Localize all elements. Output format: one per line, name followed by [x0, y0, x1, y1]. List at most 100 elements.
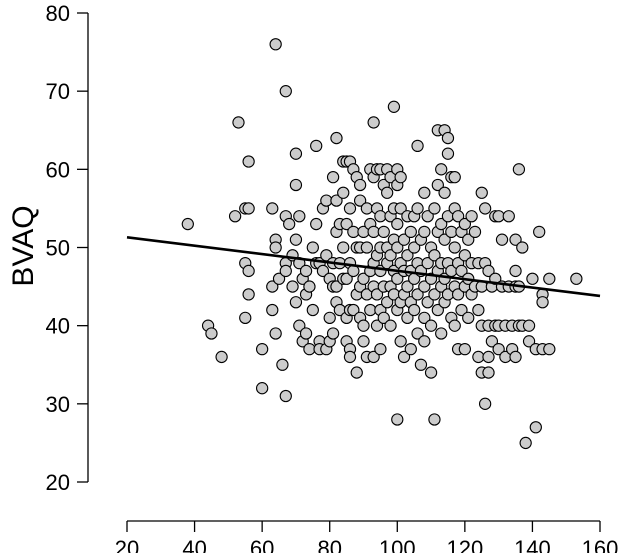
x-tick-label: 80	[317, 536, 341, 553]
data-point	[181, 217, 194, 231]
data-point	[232, 116, 245, 129]
data-point	[408, 241, 421, 254]
data-point	[543, 342, 556, 356]
data-point	[337, 186, 350, 199]
data-point	[266, 202, 279, 215]
x-tick-label: 20	[115, 536, 139, 553]
data-point	[451, 210, 465, 223]
data-point	[215, 350, 228, 364]
data-point	[330, 194, 343, 207]
data-point	[438, 186, 451, 199]
data-point	[519, 436, 532, 450]
y-axis-label: BVAQ	[7, 205, 40, 286]
data-point	[330, 280, 343, 293]
data-point	[370, 319, 384, 332]
data-point	[404, 225, 417, 239]
data-point	[269, 241, 282, 254]
data-point	[326, 327, 340, 340]
data-point	[374, 210, 387, 223]
data-point	[414, 358, 428, 371]
data-point	[272, 272, 286, 285]
data-point	[255, 342, 269, 356]
data-point	[205, 327, 218, 340]
data-point	[492, 342, 505, 356]
data-point	[380, 186, 394, 199]
data-point	[242, 202, 255, 215]
data-point	[380, 296, 394, 309]
data-point	[394, 202, 407, 215]
data-point	[418, 280, 431, 293]
data-point	[289, 296, 303, 309]
data-point	[242, 264, 255, 278]
data-point	[357, 335, 370, 348]
data-point	[462, 233, 475, 246]
data-point	[350, 366, 363, 379]
data-point	[353, 178, 367, 192]
data-point	[431, 178, 444, 192]
data-point	[472, 350, 485, 364]
data-point	[323, 311, 336, 324]
x-tick-label: 160	[582, 536, 619, 553]
data-point	[438, 233, 451, 246]
data-point	[458, 217, 472, 231]
data-point	[448, 319, 461, 332]
data-point	[306, 241, 319, 254]
data-point	[455, 264, 468, 278]
data-point	[441, 147, 455, 160]
data-point	[239, 311, 252, 324]
data-point	[448, 241, 461, 254]
data-point	[242, 288, 255, 301]
data-point	[421, 296, 434, 309]
data-point	[465, 210, 478, 223]
data-point	[360, 241, 374, 254]
data-point	[485, 335, 499, 348]
y-tick-label: 60	[46, 157, 70, 182]
data-point	[451, 288, 465, 301]
data-point	[299, 264, 313, 278]
data-point	[347, 303, 360, 317]
data-point	[543, 272, 556, 285]
data-point	[289, 178, 303, 192]
data-point	[269, 38, 282, 51]
data-point	[340, 272, 353, 285]
data-point	[482, 350, 495, 364]
data-point	[377, 225, 390, 239]
y-tick-label: 70	[46, 79, 70, 104]
data-point	[397, 350, 411, 364]
data-point	[343, 202, 357, 215]
data-point	[411, 139, 424, 153]
data-point	[289, 147, 303, 160]
data-point	[299, 327, 313, 340]
data-point	[408, 303, 421, 317]
data-point	[516, 241, 529, 254]
data-point	[320, 194, 333, 207]
data-point	[495, 233, 509, 246]
data-point	[411, 202, 424, 215]
data-point	[478, 202, 492, 215]
x-tick-label: 60	[250, 536, 274, 553]
data-point	[367, 116, 380, 129]
y-tick-label: 80	[46, 1, 70, 26]
data-point	[228, 210, 242, 223]
data-point	[458, 249, 472, 262]
data-point	[435, 327, 448, 340]
data-point	[421, 210, 434, 223]
data-point	[330, 131, 343, 145]
data-point	[357, 272, 370, 285]
data-point	[401, 280, 414, 293]
data-point	[357, 319, 370, 332]
data-point	[353, 194, 367, 207]
data-point	[394, 170, 407, 184]
data-point	[340, 217, 353, 231]
data-point	[306, 303, 319, 317]
data-point	[276, 358, 289, 371]
data-point	[286, 280, 299, 293]
data-point	[458, 342, 472, 356]
data-point	[326, 170, 340, 184]
regression-line-layer	[126, 236, 601, 298]
data-point	[482, 366, 495, 379]
x-tick-label: 100	[379, 536, 416, 553]
data-point	[374, 342, 387, 356]
data-point	[370, 288, 384, 301]
